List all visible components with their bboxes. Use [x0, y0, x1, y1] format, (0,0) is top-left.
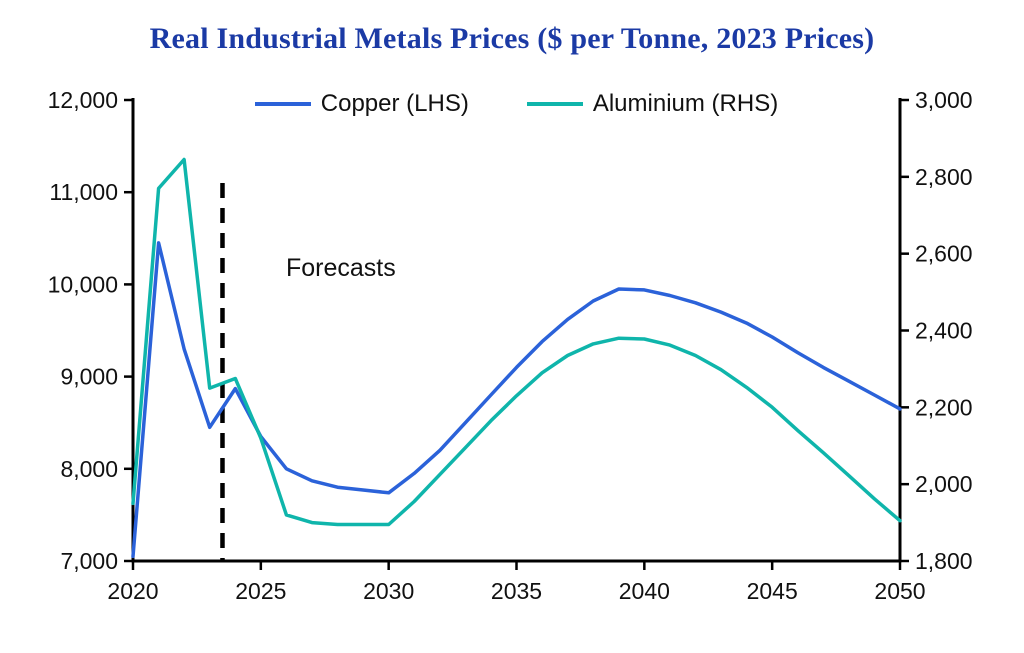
series-line-copper-lhs [131, 241, 902, 559]
right-tick-label: 2,600 [915, 241, 973, 267]
x-tick-label: 2045 [747, 578, 798, 604]
left-tick-label: 7,000 [60, 548, 118, 574]
right-tick-label: 3,000 [915, 87, 973, 113]
right-tick-label: 2,400 [915, 318, 973, 344]
x-tick-label: 2035 [491, 578, 542, 604]
forecasts-annotation: Forecasts [286, 254, 396, 282]
x-tick-label: 2050 [874, 578, 925, 604]
left-tick-label: 9,000 [60, 364, 118, 390]
x-tick-label: 2025 [235, 578, 286, 604]
left-tick-label: 10,000 [48, 271, 118, 297]
x-tick-label: 2030 [363, 578, 414, 604]
left-tick-label: 11,000 [49, 179, 118, 205]
series-line-aluminium-rhs [131, 157, 902, 527]
right-tick-label: 2,200 [915, 394, 973, 420]
left-tick-label: 12,000 [48, 87, 118, 113]
chart-title: Real Industrial Metals Prices ($ per Ton… [149, 22, 875, 55]
left-tick-label: 8,000 [60, 456, 118, 482]
right-tick-label: 1,800 [915, 548, 973, 574]
right-tick-label: 2,000 [915, 471, 973, 497]
right-tick-label: 2,800 [915, 164, 973, 190]
x-tick-label: 2020 [107, 578, 158, 604]
x-tick-label: 2040 [619, 578, 670, 604]
